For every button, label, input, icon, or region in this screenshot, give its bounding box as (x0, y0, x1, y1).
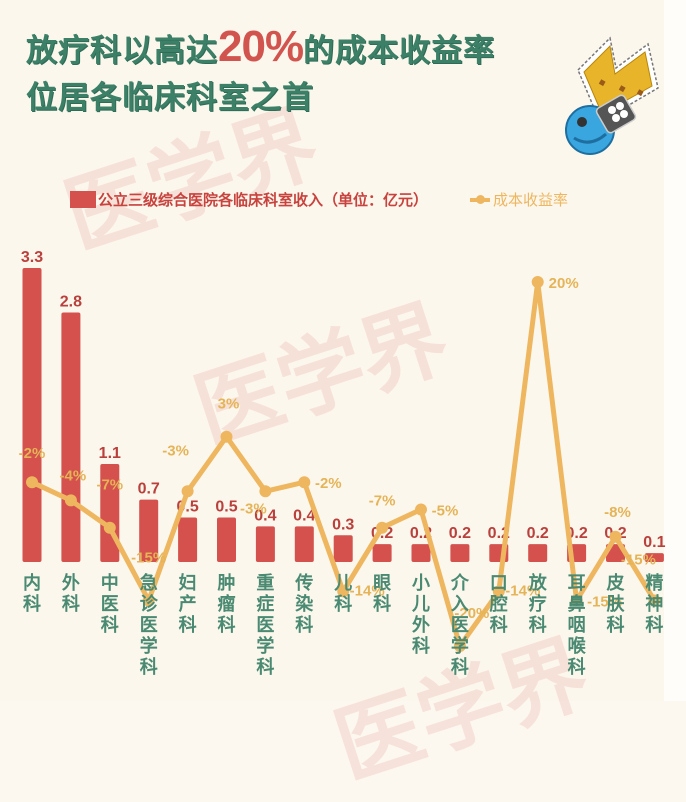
legend-line-label: 成本收益率 (493, 191, 569, 209)
chart-title-line1: 放疗科以高达20%的成本收益率 (26, 22, 495, 72)
legend-line-swatch (470, 194, 491, 204)
rate-label: -14% (350, 582, 385, 599)
rate-point (453, 640, 466, 652)
bar (178, 517, 198, 562)
rate-label: 20% (549, 275, 579, 292)
rate-point (492, 585, 505, 598)
x-axis-label: 耳鼻咽喉科 (567, 573, 586, 678)
legend-bar-swatch (70, 191, 96, 208)
rate-label: -2% (19, 445, 46, 462)
bar-value-label: 0.4 (254, 507, 276, 524)
x-axis-label: 急诊医学科 (139, 573, 158, 678)
x-axis-label: 内科 (23, 573, 41, 615)
bar-value-label: 2.8 (60, 294, 82, 311)
bar (333, 535, 353, 562)
rate-label: -4% (60, 467, 87, 484)
bar (217, 517, 236, 562)
x-axis-label: 介入医学科 (450, 573, 469, 678)
x-axis-label: 小儿外科 (412, 573, 430, 657)
x-axis-label: 传染科 (295, 573, 314, 636)
rate-label: -15% (621, 552, 656, 569)
bar (644, 553, 664, 562)
rate-label: -15% (131, 550, 166, 567)
rate-point (298, 476, 311, 489)
rate-label: -5% (432, 503, 459, 520)
bar (528, 544, 548, 562)
rate-label: -20% (454, 605, 489, 622)
chart-title-line2: 位居各临床科室之首 (26, 80, 314, 116)
bar-value-label: 3.3 (21, 249, 43, 266)
rate-point (376, 521, 389, 534)
bar-value-label: 0.4 (293, 507, 315, 524)
bar (255, 526, 275, 562)
bar-value-label: 0.2 (449, 525, 471, 542)
title-suffix: 的成本收益率 (303, 33, 496, 69)
bar (411, 544, 431, 562)
x-axis-label: 妇产科 (178, 573, 197, 636)
x-axis-label: 眼科 (373, 573, 392, 615)
bar (61, 312, 81, 562)
bar-value-label: 1.1 (99, 445, 121, 462)
bar (372, 544, 392, 562)
rate-label: 3% (218, 396, 240, 413)
combo-chart: 3.32.81.10.70.5 0.50.4 0.40.30.2 0.2 0.2 0.2 0… (19, 249, 666, 652)
bar (294, 526, 314, 562)
bar-value-label: 0.3 (332, 516, 354, 533)
x-axis-label: 肿瘤科 (217, 573, 236, 636)
x-axis-label: 中医科 (100, 573, 119, 636)
bar (450, 544, 470, 562)
title-prefix: 放疗科以高达 (26, 33, 218, 69)
rate-point (181, 485, 194, 498)
legend-bar-label: 公立三级综合医院各临床科室收入（单位：亿元） (98, 191, 429, 209)
rate-point (259, 485, 272, 498)
legend-line-key: 成本收益率 (470, 189, 568, 210)
rate-point (415, 503, 427, 516)
x-axis-label: 外科 (61, 573, 80, 615)
rate-point (609, 530, 622, 543)
rate-label: -14% (505, 582, 540, 599)
rate-point (570, 594, 583, 607)
rate-label: -3% (240, 500, 267, 517)
rate-point (142, 594, 155, 607)
rate-label: -15% (587, 594, 622, 611)
x-axis-label: 放疗科 (528, 573, 547, 636)
x-axis-label: 口腔科 (489, 573, 508, 636)
rate-label: -3% (162, 442, 189, 459)
chart-legend: 公立三级综合医院各临床科室收入（单位：亿元） 成本收益率 (70, 189, 568, 210)
rate-point (337, 585, 350, 598)
rate-point (64, 494, 77, 507)
bar (22, 268, 42, 562)
rate-point (648, 594, 661, 607)
x-axis-label: 皮肤科 (606, 573, 625, 636)
rate-point (220, 430, 233, 443)
rate-point (103, 521, 116, 534)
bar-value-label: 0.7 (138, 481, 160, 498)
bar-value-label: 0.5 (215, 498, 237, 515)
x-axis-label: 儿科 (334, 573, 353, 615)
rate-label: -2% (315, 475, 342, 492)
rate-label: -7% (96, 477, 123, 494)
bar-value-label: 0.1 (643, 534, 665, 551)
rate-point (531, 276, 544, 288)
rate-point (26, 476, 38, 489)
x-axis-label: 精神科 (645, 573, 664, 636)
bar-value-label: 0.2 (527, 525, 549, 542)
rate-label: -7% (369, 493, 396, 510)
crown-robot-icon (565, 36, 659, 155)
title-highlight: 20% (218, 22, 304, 71)
bar (139, 499, 159, 562)
right-margin (664, 0, 686, 701)
rate-label: -8% (604, 504, 631, 521)
x-axis-label: 重症医学科 (256, 573, 275, 678)
